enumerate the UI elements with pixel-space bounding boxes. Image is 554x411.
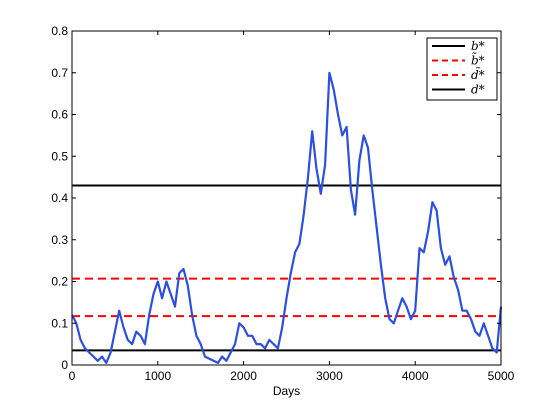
y-tick-label: 0.2 — [51, 275, 68, 289]
axis-ticks: 0 1000 2000 3000 4000 5000 0 0.1 0.2 0.3 0.4 0.5 0.6… — [51, 24, 514, 383]
series-line-0 — [71, 71, 503, 364]
legend: b*b̃*d̃*d* — [426, 37, 498, 101]
y-tick-label: 0.8 — [51, 24, 68, 38]
x-tick-label: 3000 — [316, 369, 343, 383]
x-tick-label: 0 — [69, 369, 76, 383]
legend-label: b* — [471, 39, 485, 53]
series-layer — [71, 71, 503, 364]
y-tick-label: 0.5 — [51, 149, 68, 163]
y-tick-label: 0.4 — [51, 191, 68, 205]
legend-box — [426, 37, 498, 101]
x-tick-label: 1000 — [144, 369, 171, 383]
x-axis-label: Days — [273, 384, 300, 398]
x-tick-label: 4000 — [402, 369, 429, 383]
legend-label: d̃* — [471, 66, 485, 82]
legend-label: b̃* — [471, 52, 485, 68]
y-tick-label: 0 — [61, 358, 68, 372]
reference-lines — [72, 184, 501, 352]
y-tick-label: 0.1 — [51, 316, 68, 330]
legend-label: d* — [471, 83, 485, 97]
y-tick-label: 0.7 — [51, 66, 68, 80]
x-tick-label: 2000 — [230, 369, 257, 383]
x-tick-label: 5000 — [488, 369, 515, 383]
y-tick-label: 0.3 — [51, 233, 68, 247]
y-tick-label: 0.6 — [51, 108, 68, 122]
